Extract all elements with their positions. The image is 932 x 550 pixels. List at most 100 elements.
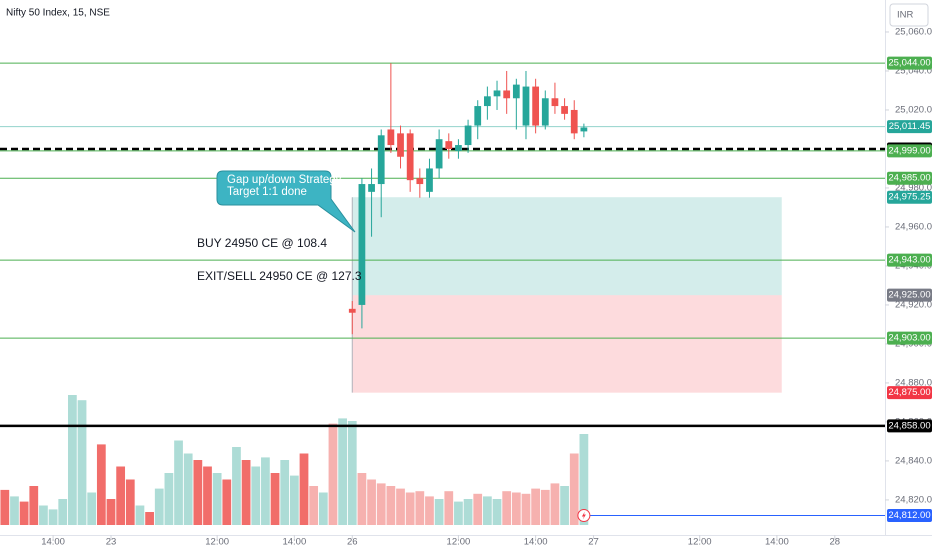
volume-bar bbox=[241, 460, 251, 525]
volume-bar bbox=[19, 501, 29, 525]
price-label: 24,903.00 bbox=[888, 333, 930, 344]
callout-text: Target 1:1 done bbox=[227, 186, 307, 198]
price-label-box bbox=[887, 144, 932, 158]
position-label-box bbox=[887, 288, 932, 302]
price-label: 24,858.00 bbox=[888, 420, 930, 431]
price-label-box bbox=[887, 419, 932, 433]
annotation: EXIT/SELL 24950 CE @ 127.3 bbox=[197, 269, 362, 283]
price-label: 24,943.00 bbox=[888, 255, 930, 266]
candle-body bbox=[493, 90, 501, 97]
volume-bar bbox=[77, 400, 87, 525]
volume-bar bbox=[251, 466, 261, 525]
volume-bar bbox=[318, 492, 328, 525]
volume-bar bbox=[125, 479, 135, 525]
price-label-box bbox=[887, 331, 932, 345]
volume-bar bbox=[270, 473, 280, 525]
price-label-box bbox=[887, 253, 932, 267]
candle-body bbox=[455, 145, 462, 151]
volume-bar bbox=[174, 440, 183, 525]
candle-body bbox=[426, 168, 433, 192]
y-tick-label: 24,980.00 bbox=[895, 182, 932, 193]
volume-bar bbox=[212, 473, 222, 525]
volume-bar bbox=[367, 479, 376, 525]
volume-bar bbox=[135, 505, 145, 525]
candle-body bbox=[368, 184, 375, 192]
volume-bar bbox=[425, 496, 434, 525]
volume-bar bbox=[154, 488, 164, 525]
volume-bar bbox=[106, 499, 116, 525]
candle-body bbox=[397, 133, 404, 157]
volume-bar bbox=[357, 473, 367, 525]
candle-body bbox=[377, 135, 385, 185]
candle-body bbox=[464, 125, 472, 146]
volume-bar bbox=[396, 488, 405, 525]
volume-bar bbox=[164, 473, 174, 525]
price-label-box bbox=[887, 56, 932, 70]
price-label-box bbox=[887, 509, 932, 523]
candle-body bbox=[358, 184, 366, 305]
candle-body bbox=[503, 90, 511, 99]
volume-bar bbox=[116, 466, 126, 525]
candle-body bbox=[561, 106, 568, 114]
price-label: 25,044.00 bbox=[888, 58, 930, 69]
y-tick-label: 25,060.00 bbox=[895, 26, 932, 37]
volume-bar bbox=[569, 453, 579, 525]
volume-bar bbox=[492, 499, 502, 525]
position-label: 24,925.00 bbox=[888, 290, 930, 301]
y-tick-label: 24,880.00 bbox=[895, 377, 932, 388]
volume-bar bbox=[280, 460, 290, 525]
candle-body bbox=[406, 133, 414, 181]
candle-body bbox=[387, 129, 395, 146]
position-label: 24,875.00 bbox=[888, 387, 930, 398]
volume-bar bbox=[328, 423, 338, 525]
candle-body bbox=[512, 84, 520, 99]
candle-body bbox=[483, 96, 491, 107]
price-label: 24,999.00 bbox=[888, 145, 930, 156]
candle-body bbox=[416, 178, 424, 185]
candle-body bbox=[348, 308, 356, 313]
callout-text: Gap up/down Strategy bbox=[227, 174, 342, 186]
target-zone bbox=[352, 197, 782, 296]
alert-bolt bbox=[581, 511, 586, 520]
currency-button[interactable] bbox=[889, 3, 929, 27]
currency[interactable]: INR bbox=[897, 10, 914, 21]
x-tick-label: 27 bbox=[588, 537, 599, 548]
volume-bar bbox=[521, 493, 531, 525]
x-tick-label: 14:00 bbox=[41, 537, 65, 548]
volume-bar bbox=[560, 486, 569, 525]
volume-bar bbox=[415, 491, 425, 525]
volume-bar bbox=[222, 479, 232, 525]
volume-bar bbox=[58, 499, 68, 525]
position-label-box bbox=[887, 190, 932, 204]
volume-bar bbox=[511, 492, 521, 525]
volume-bar bbox=[473, 493, 483, 525]
candle-body bbox=[551, 98, 559, 107]
price-label-box bbox=[887, 171, 932, 185]
position-label: 24,975.25 bbox=[888, 192, 930, 203]
y-tick-label: 24,840.00 bbox=[895, 455, 932, 466]
volume-bar bbox=[531, 488, 541, 525]
volume-bar bbox=[145, 512, 154, 525]
volume-bar bbox=[579, 434, 589, 525]
volume-bar bbox=[463, 499, 473, 525]
volume-bar bbox=[309, 486, 319, 525]
candle-body bbox=[541, 98, 549, 126]
volume-bar bbox=[203, 466, 212, 525]
volume-bar bbox=[68, 395, 77, 525]
stop-zone bbox=[352, 295, 782, 393]
y-tick-label: 24,920.00 bbox=[895, 299, 932, 310]
x-tick-label: 12:00 bbox=[205, 537, 229, 548]
volume-bar bbox=[444, 491, 454, 525]
chart-title: Nifty 50 Index, 15, NSE bbox=[6, 8, 110, 19]
y-tick-label: 24,820.00 bbox=[895, 494, 932, 505]
price-label-box bbox=[887, 120, 932, 134]
volume-bar bbox=[10, 496, 19, 525]
volume-bar bbox=[289, 475, 299, 525]
volume-bar bbox=[0, 489, 10, 525]
candle-body bbox=[435, 139, 443, 169]
price-label: 25,011.45 bbox=[889, 121, 931, 132]
y-tick-label: 25,040.00 bbox=[895, 65, 932, 76]
candle-body bbox=[474, 106, 482, 126]
volume-bar bbox=[550, 483, 560, 525]
